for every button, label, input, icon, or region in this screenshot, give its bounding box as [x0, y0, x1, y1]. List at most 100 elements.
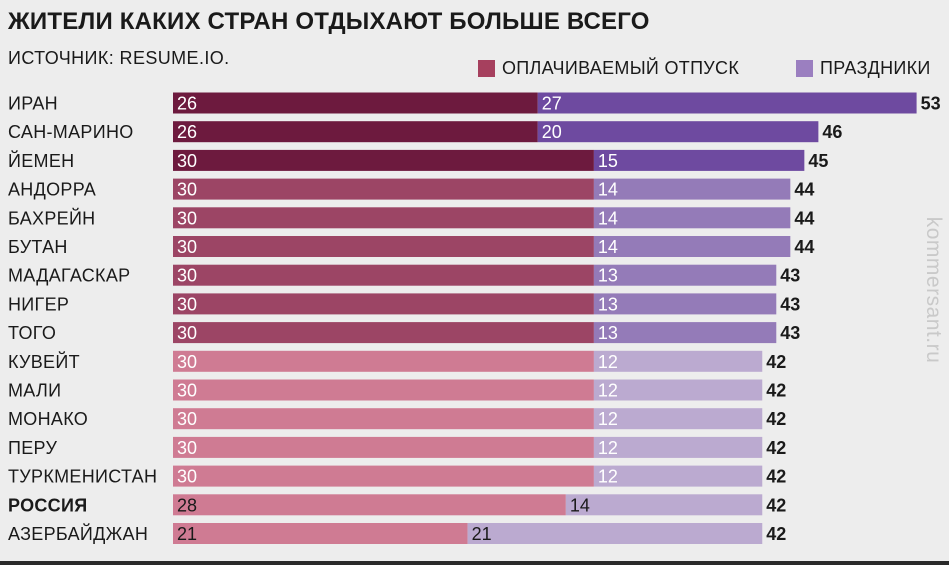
country-label: ИРАН — [8, 94, 58, 114]
legend-item-paid-leave: ОПЛАЧИВАЕМЫЙ ОТПУСК — [478, 58, 739, 78]
value-label-paid-leave: 30 — [177, 266, 197, 286]
value-label-holidays: 12 — [598, 352, 618, 372]
bar-paid-leave — [173, 465, 594, 487]
bar-paid-leave — [173, 350, 594, 372]
value-label-paid-leave: 30 — [177, 467, 197, 487]
legend-item-holidays: ПРАЗДНИКИ — [796, 58, 931, 78]
country-label: МАДАГАСКАР — [8, 266, 130, 286]
country-label: МОНАКО — [8, 409, 88, 429]
bar-holidays — [593, 207, 791, 229]
bar-paid-leave — [173, 236, 594, 257]
bar-holidays — [593, 322, 777, 344]
value-label-total: 42 — [766, 495, 786, 515]
value-label-holidays: 15 — [598, 151, 618, 171]
value-label-total: 42 — [766, 438, 786, 458]
value-label-paid-leave: 30 — [177, 151, 197, 171]
value-label-paid-leave: 30 — [177, 294, 197, 314]
country-label: ТОГО — [8, 323, 56, 343]
bar-paid-leave — [173, 293, 594, 315]
bar-holidays — [467, 523, 763, 544]
bar-paid-leave — [173, 149, 594, 171]
value-label-total: 53 — [921, 94, 941, 114]
country-label: РОССИЯ — [8, 495, 87, 515]
country-label: НИГЕР — [8, 294, 69, 314]
legend-swatch-holidays — [796, 59, 813, 77]
value-label-holidays: 14 — [598, 237, 618, 257]
country-label: БУТАН — [8, 237, 68, 257]
value-label-paid-leave: 30 — [177, 323, 197, 343]
bar-holidays — [593, 436, 763, 458]
value-label-total: 42 — [766, 352, 786, 372]
value-label-paid-leave: 21 — [177, 524, 197, 544]
value-label-holidays: 21 — [472, 524, 492, 544]
country-label: АНДОРРА — [8, 180, 96, 200]
value-label-holidays: 13 — [598, 266, 618, 286]
bar-paid-leave — [173, 207, 594, 229]
value-label-total: 42 — [766, 524, 786, 544]
bar-paid-leave — [173, 494, 566, 516]
value-label-total: 43 — [780, 323, 800, 343]
value-label-total: 43 — [780, 294, 800, 314]
legend-label-paid-leave: ОПЛАЧИВАЕМЫЙ ОТПУСК — [502, 57, 740, 78]
legend-label-holidays: ПРАЗДНИКИ — [820, 57, 931, 78]
value-label-holidays: 13 — [598, 294, 618, 314]
country-label: САН-МАРИНО — [8, 122, 134, 142]
value-label-paid-leave: 30 — [177, 409, 197, 429]
bar-holidays — [593, 350, 763, 372]
bar-holidays — [537, 121, 819, 143]
value-label-paid-leave: 30 — [177, 352, 197, 372]
bar-holidays — [537, 92, 917, 114]
bar-holidays — [593, 293, 777, 315]
bar-paid-leave — [173, 379, 594, 401]
value-label-paid-leave: 28 — [177, 495, 197, 515]
country-label: БАХРЕЙН — [8, 207, 95, 228]
bar-holidays — [593, 236, 791, 257]
value-label-paid-leave: 26 — [177, 94, 197, 114]
value-label-holidays: 14 — [598, 180, 618, 200]
bar-holidays — [593, 379, 763, 401]
chart-title: ЖИТЕЛИ КАКИХ СТРАН ОТДЫХАЮТ БОЛЬШЕ ВСЕГО — [8, 8, 650, 35]
value-label-total: 43 — [780, 266, 800, 286]
bar-holidays — [593, 149, 805, 171]
bottom-divider — [0, 561, 949, 565]
bar-paid-leave — [173, 436, 594, 458]
bar-holidays — [593, 178, 791, 200]
bar-paid-leave — [173, 264, 594, 286]
value-label-holidays: 14 — [570, 495, 590, 515]
value-label-paid-leave: 30 — [177, 438, 197, 458]
source-note: ИСТОЧНИК: RESUME.IO. — [8, 48, 230, 68]
value-label-holidays: 14 — [598, 208, 618, 228]
value-label-total: 45 — [808, 151, 828, 171]
bar-holidays — [593, 465, 763, 487]
country-label: ЙЕМЕН — [8, 150, 74, 171]
value-label-paid-leave: 30 — [177, 180, 197, 200]
bar-paid-leave — [173, 92, 538, 114]
value-label-total: 42 — [766, 467, 786, 487]
country-label: МАЛИ — [8, 381, 61, 401]
bar-holidays — [593, 408, 763, 430]
value-label-holidays: 13 — [598, 323, 618, 343]
value-label-holidays: 12 — [598, 409, 618, 429]
value-label-paid-leave: 30 — [177, 208, 197, 228]
country-label: АЗЕРБАЙДЖАН — [8, 523, 148, 544]
value-label-holidays: 12 — [598, 381, 618, 401]
bar-paid-leave — [173, 121, 538, 143]
bar-paid-leave — [173, 408, 594, 430]
value-label-holidays: 27 — [542, 94, 562, 114]
value-label-total: 44 — [794, 208, 814, 228]
value-label-total: 42 — [766, 381, 786, 401]
watermark: kommersant.ru — [922, 216, 945, 364]
bar-paid-leave — [173, 322, 594, 344]
value-label-paid-leave: 30 — [177, 237, 197, 257]
bar-paid-leave — [173, 178, 594, 200]
country-label: КУВЕЙТ — [8, 351, 80, 372]
value-label-total: 44 — [794, 180, 814, 200]
country-label: ПЕРУ — [8, 438, 57, 458]
value-label-holidays: 12 — [598, 467, 618, 487]
value-label-total: 46 — [822, 122, 842, 142]
value-label-total: 42 — [766, 409, 786, 429]
value-label-total: 44 — [794, 237, 814, 257]
bar-holidays — [593, 264, 777, 286]
value-label-holidays: 20 — [542, 122, 562, 142]
